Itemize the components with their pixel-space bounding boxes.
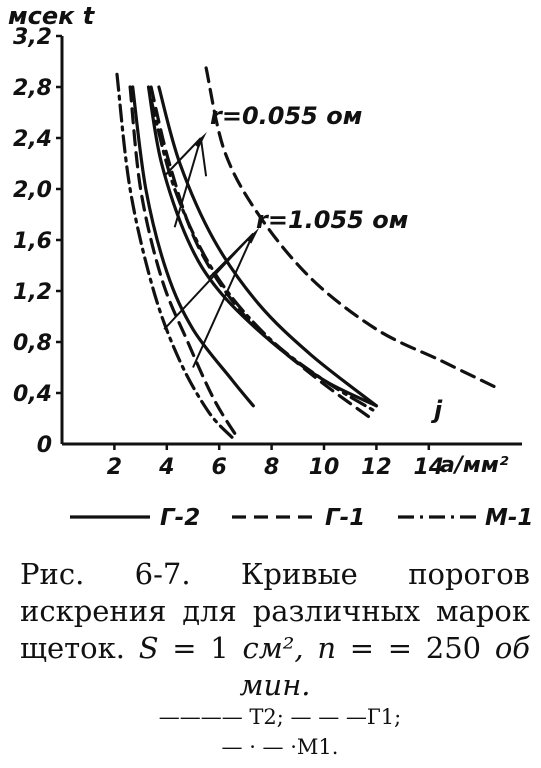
arrow-head-1 [246, 227, 260, 244]
legend-label-g1: Г-1 [325, 505, 365, 531]
caption-legend: ———— Т2; — — —Г1; — · — ·М1. [60, 702, 500, 762]
series-line-dashdot-6 [115, 72, 234, 440]
series-line-solid-0 [131, 85, 255, 408]
caption-s-unit: см² [242, 631, 295, 665]
y-tick-label: 0 [37, 433, 52, 458]
y-tick-label: 0,4 [13, 382, 52, 407]
x-tick-label: 8 [264, 455, 279, 480]
caption-n-unit: об мин. [239, 631, 531, 702]
annotation-r2: r=1.055 ом [256, 206, 408, 234]
caption-n-label: , n = [294, 631, 375, 665]
chart: 0 0,4 0,8 1,2 1,6 2,0 2,4 2,8 3,2 2 4 6 8 10 12 14 мсе… [8, 2, 533, 531]
y-tick-label: 0,8 [13, 331, 52, 356]
caption-fig-number: Рис. 6-7. [20, 557, 191, 591]
annotation-j: j [430, 396, 443, 424]
y-tick-label: 2,8 [13, 76, 52, 101]
legend-label-g2: Г-2 [160, 505, 200, 531]
caption-s-label: S [138, 631, 159, 665]
y-tick-label: 2,0 [13, 178, 52, 203]
x-tick-label: 4 [158, 455, 174, 480]
caption-s-value: = 1 [158, 631, 243, 665]
x-tick-label: 6 [212, 455, 227, 480]
series-line-solid-1 [146, 85, 378, 408]
annotation-leader-1 [173, 137, 202, 228]
x-tick-label: 12 [361, 455, 392, 480]
annotation-leader-2 [199, 137, 208, 177]
annotation-arrows [163, 132, 260, 368]
x-ticks: 2 4 6 8 10 12 14 [107, 444, 444, 480]
caption-legend-line-1: ———— Т2; — — —Г1; [158, 705, 402, 729]
y-tick-label: 3,2 [13, 25, 52, 50]
caption-legend-line-2: — · — ·М1. [221, 735, 339, 759]
caption-text: Кривые порогов искрения для различных ма… [20, 557, 530, 665]
x-tick-label: 10 [309, 455, 340, 480]
y-axis-label: мсек t [8, 2, 96, 30]
y-tick-label: 1,2 [13, 280, 52, 305]
y-tick-label: 2,4 [13, 127, 52, 152]
annotation-r1: r=0.055 ом [210, 102, 362, 130]
arrow-head-0 [193, 132, 207, 148]
annotation-leader-5 [192, 233, 255, 368]
series-line-dashed-3 [128, 85, 240, 440]
curves [115, 66, 496, 440]
y-ticks: 0 0,4 0,8 1,2 1,6 2,0 2,4 2,8 3,2 [13, 25, 62, 458]
x-tick-label: 2 [107, 455, 122, 480]
caption-n-value: = 250 [374, 631, 495, 665]
annotation-leader-4 [163, 232, 254, 330]
series-line-dashdot-7 [149, 98, 378, 414]
legend-label-m1: М-1 [485, 505, 533, 531]
x-tick-label: 14 [413, 455, 444, 480]
legend: Г-2 Г-1 М-1 [70, 505, 533, 531]
x-axis-label: а/мм² [440, 453, 509, 478]
figure-caption: Рис. 6-7. Кривые порогов искрения для ра… [20, 556, 530, 704]
y-tick-label: 1,6 [13, 229, 52, 254]
